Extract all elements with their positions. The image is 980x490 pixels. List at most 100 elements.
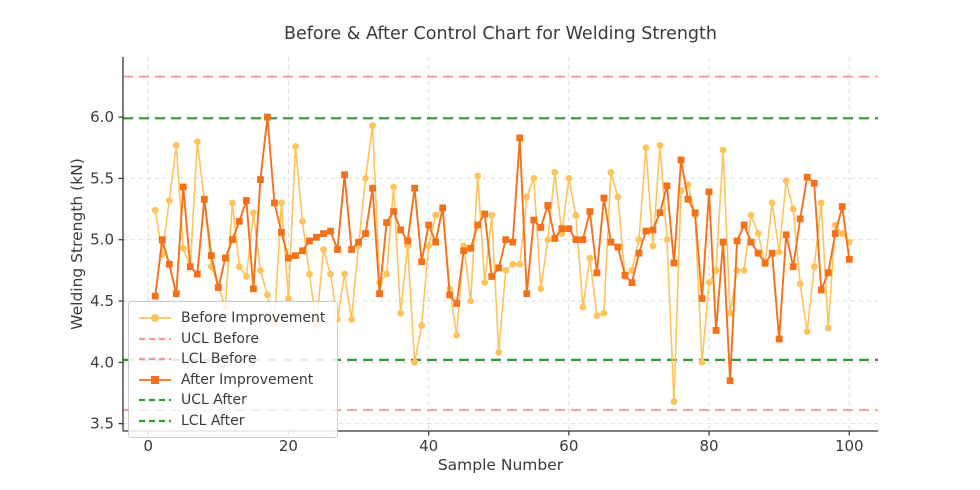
legend-swatch-dashed [139, 358, 171, 361]
after-data-point [698, 295, 706, 302]
before-data-point [292, 143, 299, 150]
after-data-point [242, 197, 250, 204]
after-data-point [768, 249, 776, 257]
after-data-point [516, 134, 524, 142]
before-data-point [432, 211, 440, 219]
y-tick-label: 3.5 [90, 415, 114, 433]
y-tick-label: 5.0 [90, 231, 114, 249]
after-data-point [214, 284, 222, 291]
y-tick-label: 4.0 [90, 353, 114, 371]
before-data-point [523, 193, 531, 201]
before-data-point [740, 266, 748, 274]
after-data-point [530, 216, 538, 224]
before-data-point [607, 168, 615, 176]
before-data-point [502, 266, 510, 274]
legend-item-label: LCL After [181, 412, 245, 429]
after-data-point [705, 188, 713, 196]
legend-item-label: LCL Before [181, 351, 257, 368]
before-data-point [698, 358, 706, 366]
before-data-point [824, 324, 832, 332]
before-data-point [151, 206, 159, 214]
after-data-point [754, 249, 762, 257]
before-data-point [228, 199, 236, 207]
before-data-point [418, 322, 426, 329]
after-data-point [579, 236, 587, 244]
after-data-point [691, 209, 699, 217]
after-data-point [172, 290, 180, 298]
before-data-point [193, 138, 201, 146]
before-data-point [614, 193, 622, 201]
after-data-point [376, 290, 383, 298]
before-data-point [600, 309, 608, 317]
before-data-point [306, 270, 313, 278]
after-data-point [495, 264, 503, 272]
x-tick-label: 40 [419, 437, 438, 455]
before-data-point [425, 242, 433, 250]
after-data-point [235, 217, 243, 225]
x-tick-label: 20 [279, 437, 298, 455]
before-data-point [789, 205, 797, 213]
after-data-point [200, 195, 208, 203]
after-data-point [782, 231, 790, 239]
after-data-point [355, 238, 362, 246]
after-data-point [186, 263, 194, 271]
after-data-point [383, 219, 390, 226]
before-data-point [348, 316, 355, 323]
after-data-point [614, 243, 622, 251]
x-tick-label: 0 [143, 437, 153, 455]
before-data-point [327, 270, 334, 278]
after-data-point [404, 237, 412, 245]
before-data-point [397, 309, 405, 317]
after-data-point [593, 269, 601, 277]
after-data-point [397, 226, 405, 234]
legend-swatch-line-circle [139, 314, 171, 323]
legend: Before Improvement UCL Before LCL Before Af… [128, 301, 339, 438]
after-data-point [362, 230, 369, 237]
before-data-point [453, 331, 461, 339]
x-tick-label: 80 [700, 437, 719, 455]
after-data-point [453, 300, 461, 307]
after-data-point [733, 237, 741, 245]
after-data-point [670, 259, 678, 267]
legend-item: LCL Before [137, 349, 325, 370]
before-data-point [320, 246, 327, 253]
after-data-point [726, 377, 734, 385]
after-data-point [740, 221, 748, 229]
before-data-point [670, 398, 678, 405]
x-axis-label: Sample Number [437, 456, 564, 474]
after-data-point [775, 335, 783, 343]
before-data-point [586, 254, 594, 262]
after-data-point [502, 236, 510, 244]
after-data-point [544, 201, 552, 209]
after-data-point [221, 254, 229, 262]
before-data-point [663, 236, 671, 244]
after-data-point [838, 203, 846, 210]
after-data-point [831, 230, 839, 237]
before-data-point [488, 211, 496, 219]
legend-item: LCL After [137, 411, 325, 432]
after-data-point [845, 255, 853, 263]
after-data-point [642, 227, 650, 235]
legend-item-label: Before Improvement [181, 310, 326, 327]
after-data-point [810, 179, 818, 187]
after-data-point [313, 233, 320, 241]
before-data-point [278, 199, 285, 207]
after-data-point [158, 236, 166, 244]
legend-item: UCL Before [137, 329, 325, 350]
after-data-point [509, 238, 517, 246]
before-data-point [249, 209, 257, 217]
after-data-point [327, 227, 334, 235]
before-data-point [803, 328, 811, 336]
after-data-point [432, 238, 440, 246]
before-data-point [257, 266, 264, 274]
x-tick-label: 100 [835, 437, 864, 455]
before-data-point [530, 174, 538, 182]
after-data-point [299, 247, 306, 255]
chart-title: Before & After Control Chart for Welding… [283, 24, 717, 44]
after-data-point [719, 238, 727, 246]
after-data-point [411, 184, 419, 192]
before-data-point [467, 297, 475, 305]
after-data-point [348, 246, 355, 253]
